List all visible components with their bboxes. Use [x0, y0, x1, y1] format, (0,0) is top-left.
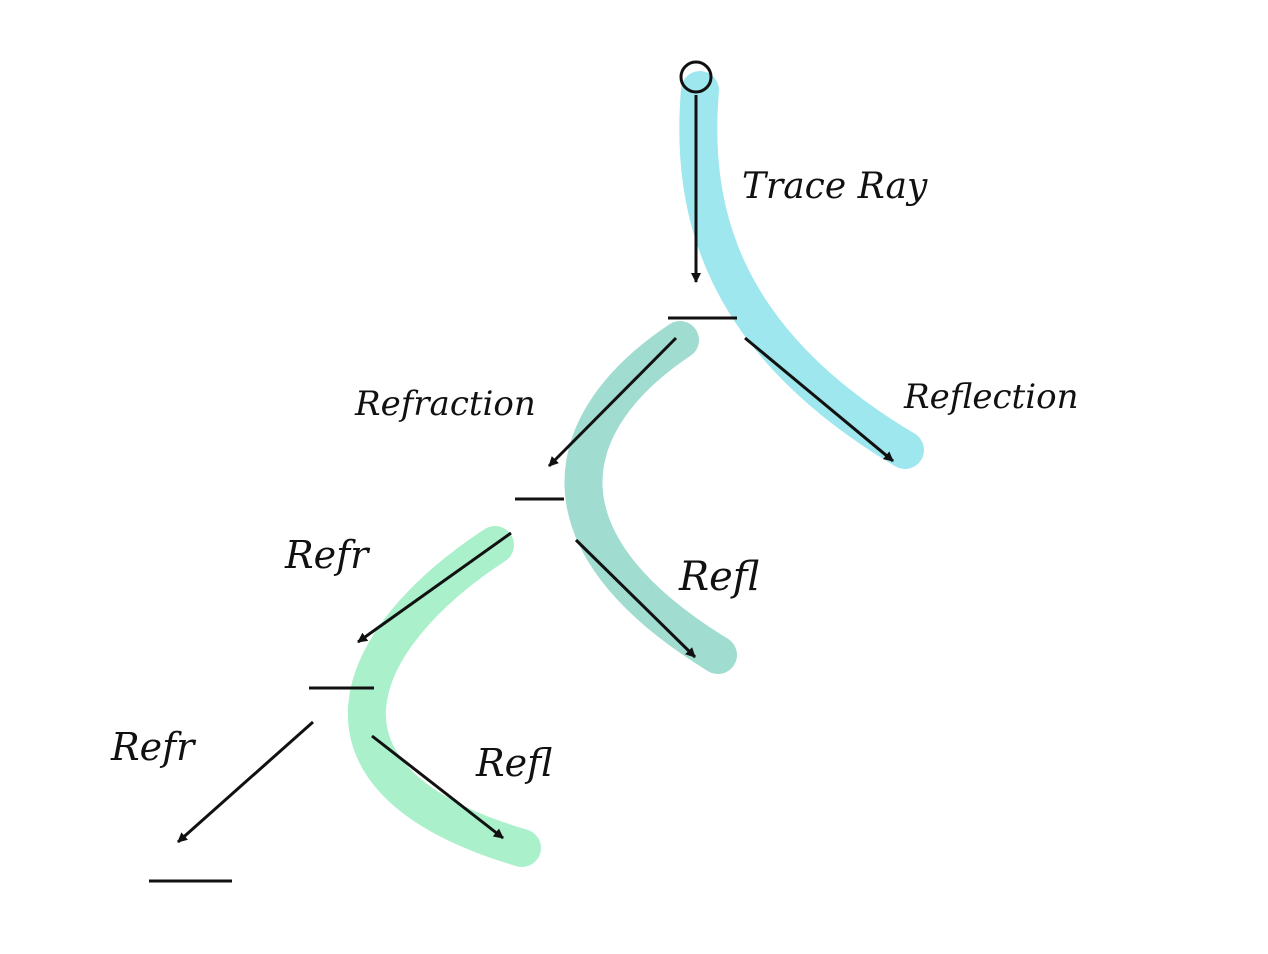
reflection-label: Reflection [903, 377, 1078, 417]
refl-arrow-level2 [574, 538, 697, 659]
refr-label-level3: Refr [110, 725, 197, 769]
root-node-circle [679, 60, 713, 94]
reflection-arrow [744, 336, 894, 463]
highlight-stroke-refl-level3-path [348, 526, 541, 867]
highlight-stroke-refl-level2-path [564, 321, 737, 674]
highlight-stroke-reflection-path [679, 71, 924, 469]
refraction-label: Refraction [354, 384, 536, 424]
refl-label-level2: Refl [678, 554, 759, 600]
refr-arrow-level2 [357, 531, 512, 644]
refraction-arrow [547, 336, 678, 468]
refl-arrow-level3 [371, 734, 504, 840]
refr-arrow-level3 [177, 720, 314, 844]
ink-layer [149, 60, 894, 883]
label-layer: Trace Ray Reflection Refraction Refl Ref… [110, 166, 1078, 785]
trace-ray-label: Trace Ray [742, 166, 928, 207]
refr-label-level2: Refr [284, 533, 371, 577]
highlight-layer [348, 71, 924, 867]
refl-label-level3: Refl [475, 741, 552, 785]
